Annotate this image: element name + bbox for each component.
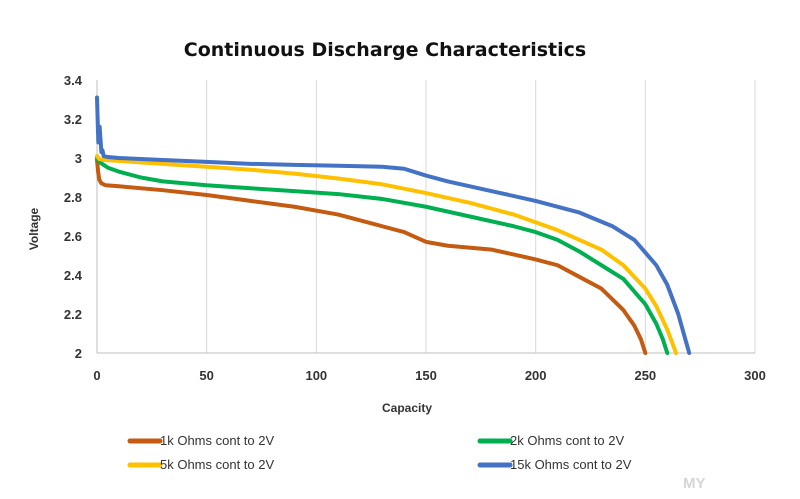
y-tick-label: 2.2 <box>64 307 82 322</box>
series-line-3 <box>95 154 679 355</box>
y-tick-label: 2.8 <box>64 190 82 205</box>
y-tick-labels: 2 2.2 2.4 2.6 2.8 3 3.2 3.4 <box>64 73 83 361</box>
y-tick-label: 2 <box>75 346 82 361</box>
y-tick-label: 2.6 <box>64 229 82 244</box>
legend-label-3: 5k Ohms cont to 2V <box>160 457 274 472</box>
series-line-4 <box>95 95 692 355</box>
y-axis-title: Voltage <box>27 207 41 250</box>
x-tick-labels: 0 50 100 150 200 250 300 <box>93 368 765 383</box>
grid-lines <box>206 80 756 353</box>
legend: 1k Ohms cont to 2V 2k Ohms cont to 2V 5k O… <box>127 433 632 472</box>
y-tick-label: 3.4 <box>64 73 83 88</box>
legend-label-1: 1k Ohms cont to 2V <box>160 433 274 448</box>
series-line-2 <box>95 156 670 355</box>
x-tick-label: 300 <box>744 368 766 383</box>
x-axis-title: Capacity <box>382 401 432 415</box>
x-tick-label: 100 <box>305 368 327 383</box>
legend-label-2: 2k Ohms cont to 2V <box>510 433 624 448</box>
x-tick-label: 200 <box>525 368 547 383</box>
series-lines <box>95 95 692 355</box>
y-tick-label: 2.4 <box>64 268 83 283</box>
legend-label-4: 15k Ohms cont to 2V <box>510 457 632 472</box>
y-tick-label: 3.2 <box>64 112 82 127</box>
series-line-1 <box>95 157 648 355</box>
chart-title: Continuous Discharge Characteristics <box>184 39 586 61</box>
x-tick-label: 0 <box>93 368 100 383</box>
watermark: MY <box>683 475 706 492</box>
x-tick-label: 150 <box>415 368 437 383</box>
x-tick-label: 250 <box>634 368 656 383</box>
x-tick-label: 50 <box>199 368 213 383</box>
y-tick-label: 3 <box>75 151 82 166</box>
